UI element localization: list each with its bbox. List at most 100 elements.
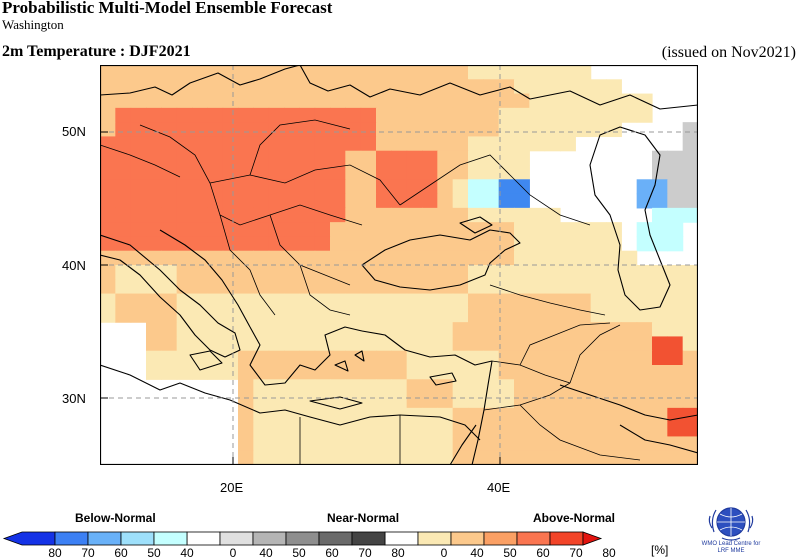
probability-cell	[314, 222, 331, 238]
probability-cell	[253, 93, 270, 109]
probability-cell	[253, 265, 270, 280]
probability-cell	[498, 265, 515, 280]
probability-cell	[529, 365, 546, 380]
probability-cell	[406, 365, 423, 380]
probability-cell	[238, 107, 254, 123]
probability-cell	[636, 422, 653, 438]
probability-cell	[452, 379, 469, 395]
probability-cell	[100, 265, 116, 280]
probability-cell	[192, 293, 208, 309]
probability-cell	[621, 93, 638, 109]
probability-cell	[391, 265, 408, 280]
probability-cell	[130, 136, 147, 152]
probability-cell	[406, 422, 423, 438]
probability-cell	[452, 250, 469, 266]
forecast-map[interactable]	[100, 65, 698, 465]
probability-cell	[652, 322, 668, 338]
probability-cell	[483, 293, 500, 309]
probability-cell	[299, 136, 316, 152]
probability-cell	[345, 265, 362, 280]
probability-cell	[406, 193, 423, 209]
probability-cell	[391, 422, 408, 438]
probability-cell	[146, 365, 162, 380]
probability-cell	[468, 350, 484, 366]
probability-cell	[176, 365, 193, 380]
probability-cell	[437, 250, 454, 266]
coastlines	[100, 65, 698, 465]
probability-cell	[192, 79, 208, 95]
probability-cell	[391, 336, 408, 352]
probability-cell	[529, 393, 546, 409]
probability-cell	[544, 222, 561, 238]
probability-cell	[452, 436, 469, 452]
probability-cell	[483, 93, 500, 109]
probability-cell	[284, 122, 300, 138]
probability-cell	[376, 150, 392, 166]
probability-cell	[115, 165, 132, 180]
probability-cell	[468, 322, 484, 338]
probability-cell	[636, 279, 653, 295]
probability-cell	[652, 236, 668, 252]
probability-cell	[544, 407, 561, 423]
probability-cell	[468, 65, 484, 80]
probability-cell	[314, 165, 331, 180]
probability-cell	[330, 250, 346, 266]
probability-cell	[437, 393, 454, 409]
probability-cell	[682, 265, 698, 280]
probability-cell	[391, 179, 408, 195]
probability-cell	[667, 436, 684, 452]
probability-cell	[391, 436, 408, 452]
probability-cell	[253, 250, 270, 266]
probability-cell	[468, 179, 484, 195]
probability-cell	[222, 136, 239, 152]
probability-cell	[682, 193, 698, 209]
lat-label-30n: 30N	[62, 391, 86, 406]
probability-cell	[268, 293, 285, 309]
probability-cell	[253, 165, 270, 180]
probability-cell	[268, 179, 285, 195]
probability-cell	[299, 107, 316, 123]
probability-cell	[682, 365, 698, 380]
probability-cell	[299, 450, 316, 465]
probability-cell	[529, 350, 546, 366]
colorbar-box-near	[351, 531, 386, 546]
probability-cell	[667, 422, 684, 438]
probability-cell	[498, 136, 515, 152]
probability-cell	[253, 236, 270, 252]
probability-cell	[391, 365, 408, 380]
probability-cell	[299, 179, 316, 195]
probability-cell	[146, 193, 162, 209]
probability-cell	[376, 293, 392, 309]
probability-cell	[483, 279, 500, 295]
probability-cell	[422, 150, 438, 166]
probability-cell	[560, 450, 576, 465]
probability-cell	[468, 122, 484, 138]
probability-cell	[406, 122, 423, 138]
probability-cell	[483, 422, 500, 438]
probability-cell	[330, 307, 346, 323]
probability-cell	[176, 293, 193, 309]
probability-cell	[330, 79, 346, 95]
probability-cell	[422, 422, 438, 438]
probability-cell	[268, 93, 285, 109]
probability-cell	[514, 407, 530, 423]
probability-cell	[161, 93, 178, 109]
probability-cell	[192, 365, 208, 380]
probability-cell	[667, 179, 684, 195]
probability-cell	[422, 307, 438, 323]
probability-cell	[299, 393, 316, 409]
wmo-logo	[708, 507, 754, 541]
probability-cell	[483, 193, 500, 209]
probability-cell	[253, 279, 270, 295]
colorbar-tick-label: 50	[292, 546, 306, 560]
probability-cell	[468, 450, 484, 465]
probability-cell	[422, 222, 438, 238]
probability-cell	[299, 336, 316, 352]
probability-cell	[284, 93, 300, 109]
probability-cell	[314, 350, 331, 366]
probability-cell	[529, 79, 546, 95]
probability-cell	[621, 379, 638, 395]
probability-cell	[406, 179, 423, 195]
probability-cell	[314, 279, 331, 295]
probability-cell	[222, 179, 239, 195]
